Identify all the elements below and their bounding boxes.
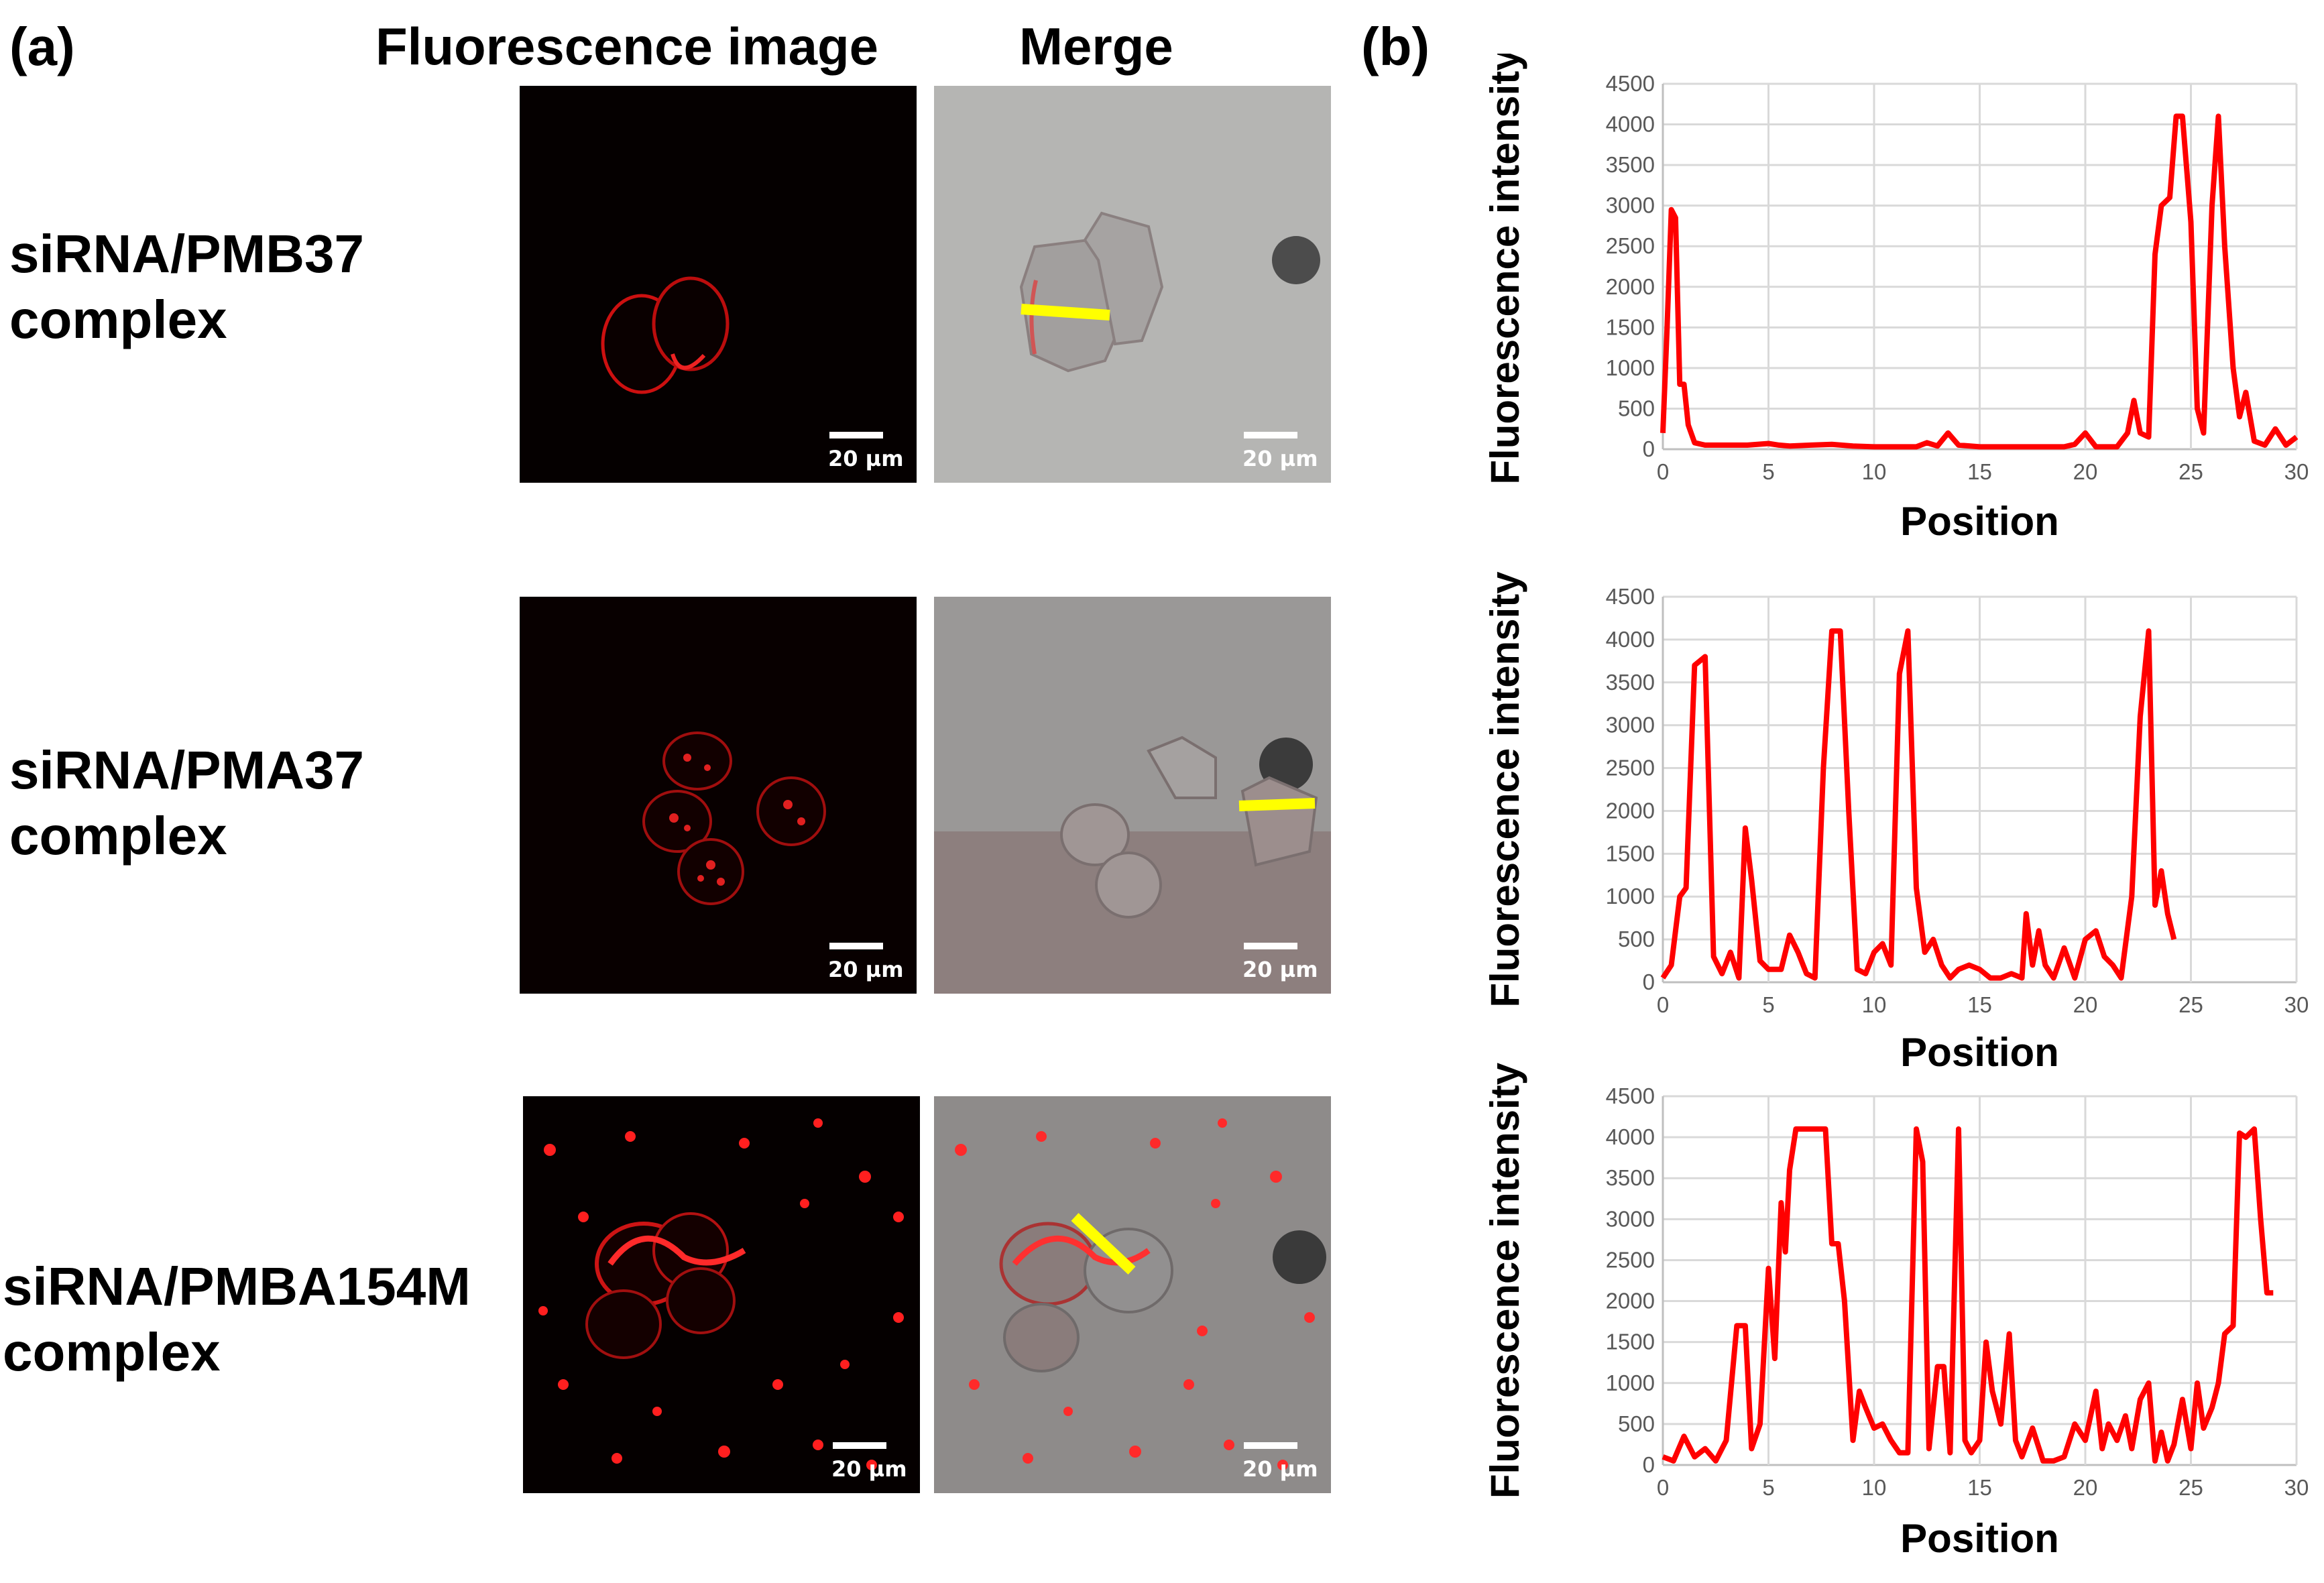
line-scan-marker — [1021, 304, 1110, 320]
fluorescence-image-pmb37: 20 µm — [520, 86, 917, 483]
y-tick-label: 3000 — [1606, 193, 1655, 218]
x-tick-label: 10 — [1862, 459, 1887, 484]
intensity-chart-pma37: 0 500 1000 1500 2000 2500 3000 3500 4000 4500 0 5 10… — [1475, 560, 2324, 1079]
x-tick-label: 15 — [1967, 1475, 1992, 1500]
row-label-pmba154m: siRNA/PMBA154M complex — [3, 1256, 471, 1382]
x-tick-label: 20 — [2073, 992, 2098, 1017]
y-tick-label: 1000 — [1606, 884, 1655, 908]
y-tick-label: 4500 — [1606, 584, 1655, 609]
y-tick-label: 4500 — [1606, 1083, 1655, 1108]
svg-text:20 µm: 20 µm — [828, 957, 904, 982]
fluorescence-image-pmba154m: 20 µm — [523, 1096, 920, 1493]
x-tick-label: 10 — [1862, 1475, 1887, 1500]
x-axis-label: Position — [1900, 499, 2059, 544]
x-tick-label: 5 — [1762, 1475, 1774, 1500]
svg-text:20 µm: 20 µm — [1242, 446, 1318, 471]
x-tick-label: 0 — [1657, 459, 1669, 484]
y-tick-label: 500 — [1618, 1411, 1655, 1436]
y-tick-label: 4000 — [1606, 1124, 1655, 1149]
y-tick-label: 2500 — [1606, 756, 1655, 780]
row-label-pmb37: siRNA/PMB37 complex — [9, 224, 365, 349]
line-scan-marker — [1238, 798, 1316, 811]
x-tick-label: 30 — [2284, 992, 2309, 1017]
scale-bar: 20 µm — [1242, 1442, 1318, 1482]
y-axis-label: Fluorescence intensity — [1483, 1063, 1527, 1499]
merge-image-pma37: 20 µm — [934, 597, 1331, 994]
intensity-chart-pmba154m: 0 500 1000 1500 2000 2500 3000 3500 4000 4500 0 5 10… — [1475, 1063, 2324, 1572]
line-scan-marker — [1071, 1213, 1136, 1275]
scale-bar: 20 µm — [831, 1442, 907, 1482]
row-label-pma37: siRNA/PMA37 complex — [9, 740, 365, 866]
merge-image-pmb37: 20 µm — [934, 86, 1331, 483]
y-tick-label: 3000 — [1606, 713, 1655, 738]
y-tick-label: 2000 — [1606, 274, 1655, 299]
y-tick-label: 4000 — [1606, 112, 1655, 137]
x-tick-label: 0 — [1657, 992, 1669, 1017]
y-tick-label: 1000 — [1606, 1370, 1655, 1395]
series-line — [1662, 1126, 2274, 1464]
y-tick-label: 1000 — [1606, 355, 1655, 380]
panel-b-label: (b) — [1361, 17, 1430, 76]
y-axis-label: Fluorescence intensity — [1483, 571, 1527, 1008]
scale-bar: 20 µm — [828, 432, 904, 471]
y-tick-label: 3500 — [1606, 670, 1655, 695]
x-tick-label: 0 — [1657, 1475, 1669, 1500]
y-tick-label: 3500 — [1606, 1165, 1655, 1190]
scale-bar: 20 µm — [1242, 943, 1318, 982]
svg-text:20 µm: 20 µm — [1242, 957, 1318, 982]
x-tick-label: 30 — [2284, 459, 2309, 484]
x-axis-label: Position — [1900, 1030, 2059, 1075]
x-axis-label: Position — [1900, 1516, 2059, 1561]
svg-text:20 µm: 20 µm — [1242, 1456, 1318, 1482]
scale-bar: 20 µm — [828, 943, 904, 982]
y-tick-label: 4500 — [1606, 71, 1655, 96]
y-tick-label: 2000 — [1606, 1289, 1655, 1313]
y-tick-label: 500 — [1618, 927, 1655, 951]
x-tick-label: 25 — [2178, 1475, 2203, 1500]
svg-text:20 µm: 20 µm — [831, 1456, 907, 1482]
x-tick-label: 20 — [2073, 1475, 2098, 1500]
y-tick-label: 0 — [1643, 970, 1655, 994]
intensity-chart-pmb37: 0 500 1000 1500 2000 2500 3000 3500 4000 4500 0 5 10… — [1475, 54, 2324, 550]
y-tick-label: 0 — [1643, 436, 1655, 461]
merge-image-pmba154m: 20 µm — [934, 1096, 1331, 1493]
y-tick-label: 3000 — [1606, 1206, 1655, 1231]
column-header-fluorescence: Fluorescence image — [375, 17, 878, 76]
panel-a-label: (a) — [9, 17, 75, 76]
x-tick-label: 25 — [2178, 992, 2203, 1017]
y-tick-label: 1500 — [1606, 314, 1655, 339]
x-tick-label: 5 — [1762, 992, 1774, 1017]
svg-text:20 µm: 20 µm — [828, 446, 904, 471]
x-tick-label: 30 — [2284, 1475, 2309, 1500]
x-tick-label: 15 — [1967, 459, 1992, 484]
y-tick-label: 1500 — [1606, 841, 1655, 866]
x-tick-label: 15 — [1967, 992, 1992, 1017]
x-tick-label: 5 — [1762, 459, 1774, 484]
fluorescence-image-pma37: 20 µm — [520, 597, 917, 994]
x-tick-label: 25 — [2178, 459, 2203, 484]
y-tick-label: 1500 — [1606, 1330, 1655, 1354]
y-tick-label: 2000 — [1606, 798, 1655, 823]
y-tick-label: 4000 — [1606, 627, 1655, 652]
y-tick-label: 2500 — [1606, 1247, 1655, 1272]
y-tick-label: 500 — [1618, 396, 1655, 420]
y-tick-label: 3500 — [1606, 152, 1655, 177]
x-tick-label: 10 — [1862, 992, 1887, 1017]
column-header-merge: Merge — [1019, 17, 1173, 76]
series-line — [1660, 113, 2299, 450]
y-tick-label: 0 — [1643, 1452, 1655, 1477]
series-line — [1660, 628, 2177, 981]
y-tick-label: 2500 — [1606, 233, 1655, 258]
y-axis-label: Fluorescence intensity — [1483, 54, 1527, 485]
scale-bar: 20 µm — [1242, 432, 1318, 471]
x-tick-label: 20 — [2073, 459, 2098, 484]
